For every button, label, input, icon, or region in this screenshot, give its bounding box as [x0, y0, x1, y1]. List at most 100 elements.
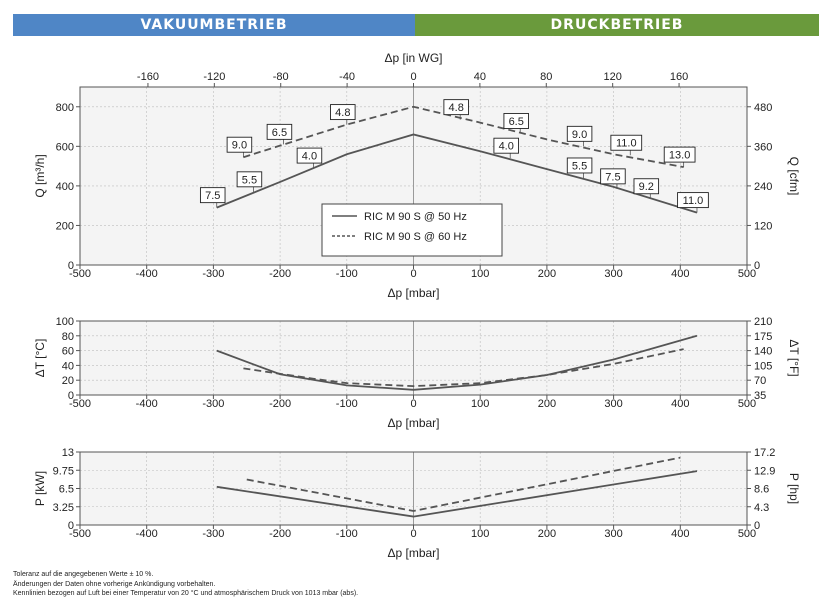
- annotation-label: 11.0: [616, 138, 637, 150]
- x2-tick-label: 80: [540, 71, 552, 83]
- y-tick-label: 3.25: [53, 502, 74, 514]
- annotation-box: [677, 192, 709, 209]
- annotation-box: [199, 187, 226, 204]
- series-line-60hz: [243, 105, 684, 168]
- x-tick-label: -100: [336, 268, 358, 280]
- legend: RIC M 90 S @ 50 Hz RIC M 90 S @ 60 Hz: [321, 203, 503, 257]
- x-tick-label: -300: [202, 268, 224, 280]
- y2-tick-label: 210: [754, 316, 772, 328]
- y-tick-label: 60: [62, 346, 74, 358]
- y2-axis-label: ΔT [°F]: [787, 339, 801, 376]
- x-tick-label: -400: [136, 528, 158, 540]
- druckbetrieb-banner: DRUCKBETRIEB: [415, 14, 819, 36]
- annotation-box: [226, 136, 253, 153]
- annotation-box: [600, 168, 626, 185]
- x-tick-label: -300: [202, 398, 224, 410]
- y-tick-label: 20: [62, 375, 74, 387]
- y-tick-label: 80: [62, 331, 74, 343]
- y-tick-label: 400: [56, 181, 74, 193]
- annotation-label: 4.8: [335, 107, 350, 119]
- x-tick-label: 200: [538, 398, 556, 410]
- annotation-label: 7.5: [605, 171, 620, 183]
- y2-tick-label: 0: [754, 520, 760, 532]
- footnote-tolerance: Toleranz auf die angegebenen Werte ± 10 …: [13, 571, 154, 578]
- y-axis-label: ΔT [°C]: [33, 339, 47, 378]
- x-tick-label: 400: [671, 528, 689, 540]
- y-tick-label: 6.5: [59, 484, 74, 496]
- x-tick-label: -200: [269, 268, 291, 280]
- y-tick-label: 0: [68, 260, 74, 272]
- x2-tick-label: 160: [670, 71, 688, 83]
- annotation-label: 9.2: [639, 181, 654, 193]
- x-tick-label: -500: [69, 398, 91, 410]
- x-tick-label: -100: [336, 528, 358, 540]
- x2-tick-label: -40: [339, 71, 355, 83]
- footnotes: Toleranz auf die angegebenen Werte ± 10 …: [13, 570, 358, 599]
- y-tick-label: 40: [62, 360, 74, 372]
- y-tick-label: 600: [56, 141, 74, 153]
- x-tick-label: 300: [604, 268, 622, 280]
- x-tick-label: 300: [604, 528, 622, 540]
- annotation-box: [503, 113, 529, 129]
- x-tick-label: -500: [69, 528, 91, 540]
- x-tick-label: 200: [538, 528, 556, 540]
- annotation-box: [236, 171, 263, 188]
- annotation-box: [330, 104, 356, 121]
- y2-axis-label: P [hp]: [787, 473, 801, 504]
- x-axis-label: Δp [mbar]: [387, 416, 439, 430]
- x2-tick-label: 120: [603, 71, 621, 83]
- y-tick-label: 9.75: [53, 465, 74, 477]
- y2-tick-label: 8.6: [754, 484, 769, 496]
- y-tick-label: 800: [56, 102, 74, 114]
- y-tick-label: 13: [62, 447, 74, 459]
- y-axis-label: Q [m³/h]: [33, 154, 47, 197]
- annotation-label: 5.5: [572, 160, 587, 172]
- annotation-box: [443, 99, 469, 116]
- chart-panel-3: -500 -400 -300 -200 -100 0 100 200 300 400 500 Δp […: [33, 447, 801, 560]
- y2-tick-label: 480: [754, 102, 772, 114]
- annotation-label: 6.5: [509, 116, 524, 128]
- annotation-label: 4.0: [302, 151, 317, 163]
- x-tick-label: 100: [471, 528, 489, 540]
- x2-tick-label: -120: [203, 71, 225, 83]
- x-tick-label: 100: [471, 398, 489, 410]
- annotation-label: 7.5: [205, 190, 220, 202]
- series-line-60hz: [243, 348, 684, 388]
- y2-tick-label: 0: [754, 260, 760, 272]
- x2-tick-label: 40: [474, 71, 486, 83]
- x-tick-label: 0: [410, 528, 416, 540]
- x-tick-label: 300: [604, 398, 622, 410]
- x-tick-label: -100: [336, 398, 358, 410]
- annotation-box: [266, 123, 293, 140]
- y2-tick-label: 120: [754, 220, 772, 232]
- y2-tick-label: 175: [754, 331, 772, 343]
- annotation-label: 11.0: [683, 195, 704, 207]
- annotation-label: 4.0: [499, 141, 514, 153]
- annotation-box: [296, 147, 323, 164]
- y-tick-label: 100: [56, 316, 74, 328]
- x-tick-label: 500: [738, 268, 756, 280]
- series-line-60hz: [246, 456, 681, 512]
- x-tick-label: -300: [202, 528, 224, 540]
- annotation-label: 9.0: [232, 140, 247, 152]
- y2-tick-label: 12.9: [754, 465, 775, 477]
- x-tick-label: 400: [671, 398, 689, 410]
- x-tick-label: 500: [738, 398, 756, 410]
- annotation-label: 9.0: [572, 129, 587, 141]
- y2-tick-label: 70: [754, 375, 766, 387]
- legend-box: [321, 203, 503, 257]
- x-tick-label: 400: [671, 268, 689, 280]
- x-tick-label: -200: [269, 398, 291, 410]
- footnote-conditions: Kennlinien bezogen auf Luft bei einer Te…: [13, 590, 359, 597]
- y2-tick-label: 240: [754, 181, 772, 193]
- x-tick-label: -200: [269, 528, 291, 540]
- x-tick-label: 200: [538, 268, 556, 280]
- y2-tick-label: 17.2: [754, 447, 775, 459]
- annotation-box: [566, 125, 593, 142]
- x-tick-label: 100: [471, 268, 489, 280]
- y2-tick-label: 35: [754, 390, 766, 402]
- y-tick-label: 0: [68, 520, 74, 532]
- x2-tick-label: -80: [273, 71, 289, 83]
